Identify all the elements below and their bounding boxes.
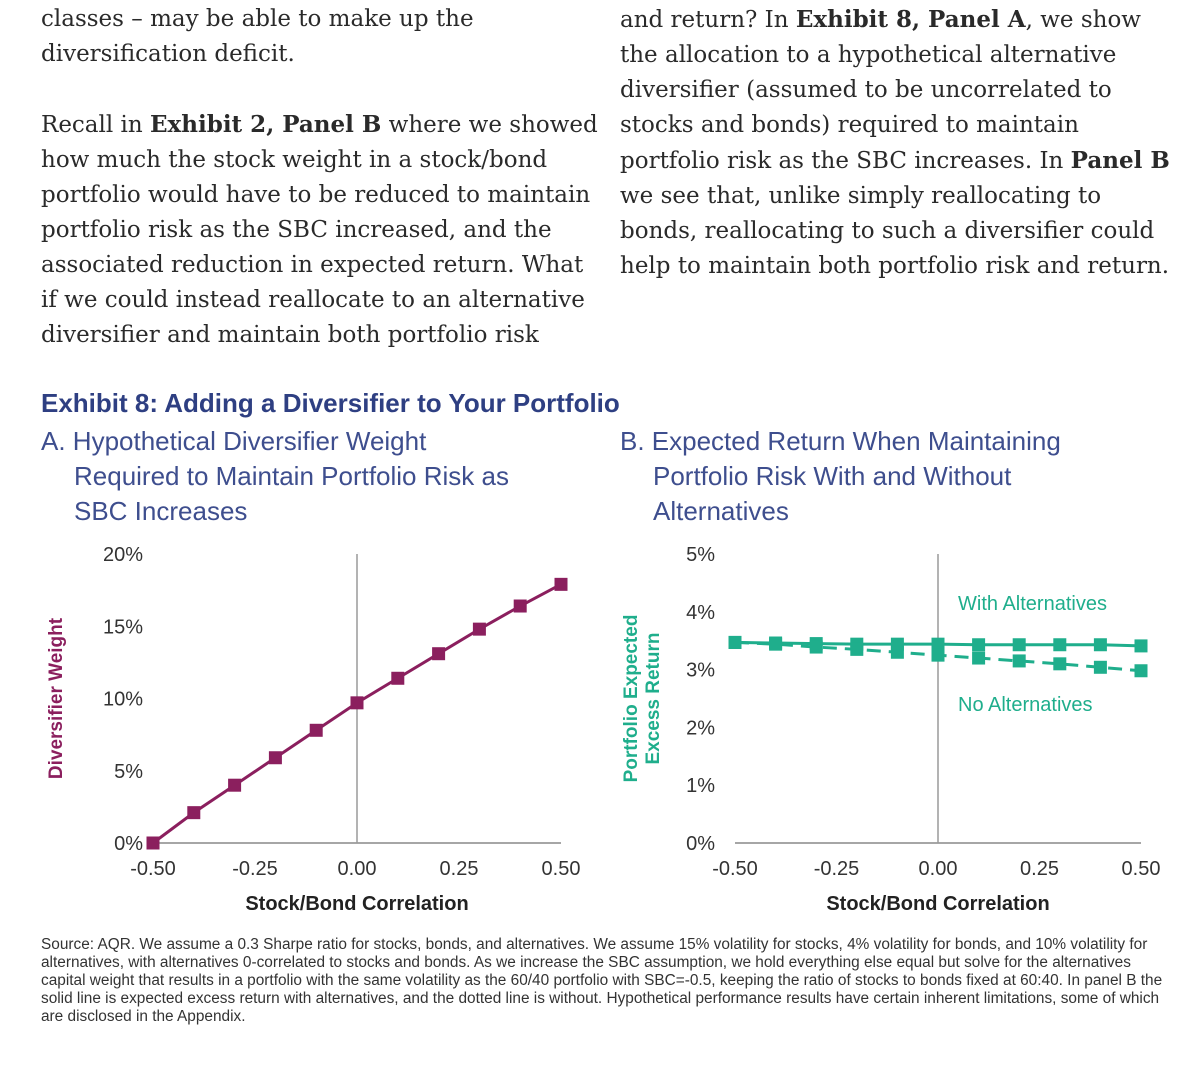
y-axis-title-line: Portfolio Expected [621, 615, 642, 783]
y-tick-label: 2% [686, 717, 715, 739]
data-point-marker [972, 638, 986, 652]
y-tick-label: 5% [686, 544, 715, 566]
y-tick-label: 1% [686, 775, 715, 797]
y-tick-label: 0% [114, 833, 143, 855]
data-point-marker [931, 637, 945, 651]
exhibit-8-panel-a-reference: Exhibit 8, Panel A [795, 6, 1026, 33]
data-point-marker [268, 751, 282, 765]
series-label-with-alternatives: With Alternatives [958, 593, 1107, 615]
data-point-marker [554, 577, 568, 591]
data-point-marker [472, 622, 486, 636]
y-tick-label: 4% [686, 602, 715, 624]
series-label-no-alternatives: No Alternatives [958, 694, 1093, 716]
y-tick-label: 3% [686, 660, 715, 682]
x-axis-title: Stock/Bond Correlation [826, 893, 1049, 915]
diversifier-weight-chart: 0% 5% 10% 15% 20% -0.50 -0.25 0.00 0.25 0.50 Stock… [46, 544, 581, 915]
data-point-marker [1134, 639, 1148, 653]
y-tick-label: 20% [103, 544, 143, 566]
x-axis-title: Stock/Bond Correlation [245, 893, 468, 915]
x-tick-label: -0.50 [712, 858, 758, 880]
right-paragraph-mid: , we show the allocation to a hypothetic… [620, 7, 1141, 174]
data-point-marker [1053, 657, 1067, 671]
body-text-left-column: classes – may be able to make up the div… [41, 2, 601, 388]
data-point-marker [850, 642, 864, 656]
data-point-marker [228, 778, 242, 792]
data-point-marker [728, 635, 742, 649]
left-paragraph-2-pre: Recall in [41, 112, 151, 138]
x-tick-label: 0.50 [1122, 858, 1161, 880]
right-paragraph: and return? In Exhibit 8, Panel A, we sh… [620, 2, 1180, 284]
left-paragraph-2: Recall in Exhibit 2, Panel B where we sh… [41, 107, 601, 353]
data-point-marker [350, 696, 364, 710]
left-paragraph-1: classes – may be able to make up the div… [41, 6, 474, 67]
data-point-marker [931, 648, 945, 662]
data-point-marker [513, 599, 527, 613]
data-point-marker [432, 647, 446, 661]
source-footnote: Source: AQR. We assume a 0.3 Sharpe rati… [41, 936, 1163, 1025]
x-tick-label: 0.00 [919, 858, 958, 880]
y-axis-title-line: Diversifier Weight [46, 617, 67, 779]
panel-b-title-line3: Alternatives [653, 496, 789, 526]
panel-b-title: B. Expected Return When Maintaining Port… [620, 424, 1160, 529]
x-tick-label: 0.50 [542, 858, 581, 880]
data-point-marker [391, 671, 405, 685]
expected-return-chart: 0% 1% 2% 3% 4% 5% -0.50 -0.25 0.00 0.25 0.50 Stock/… [621, 544, 1161, 915]
exhibit-2-reference: Exhibit 2, Panel B [150, 111, 382, 138]
y-tick-label: 10% [103, 689, 143, 711]
right-paragraph-pre: and return? In [620, 7, 796, 33]
data-point-marker [1012, 654, 1026, 668]
x-tick-label: 0.25 [440, 858, 479, 880]
y-axis-title-line: Excess Return [643, 632, 664, 764]
data-point-marker [1093, 660, 1107, 674]
data-point-marker [1134, 664, 1148, 678]
data-point-marker [972, 651, 986, 665]
x-tick-label: -0.25 [232, 858, 278, 880]
y-tick-label: 15% [103, 616, 143, 638]
body-text-right-column: and return? In Exhibit 8, Panel A, we sh… [620, 2, 1180, 319]
data-point-marker [1093, 638, 1107, 652]
panel-a-title-line3: SBC Increases [74, 496, 248, 526]
panel-b-reference: Panel B [1070, 147, 1170, 174]
data-point-marker [187, 806, 201, 820]
exhibit-title: Exhibit 8: Adding a Diversifier to Your … [41, 388, 620, 418]
data-point-marker [890, 645, 904, 659]
data-point-marker [769, 637, 783, 651]
data-point-marker [146, 836, 160, 850]
panel-b-title-line1: B. Expected Return When Maintaining [620, 426, 1061, 456]
data-point-marker [309, 723, 323, 737]
x-tick-label: -0.50 [130, 858, 176, 880]
data-point-marker [1053, 638, 1067, 652]
panel-b-title-line2: Portfolio Risk With and Without [653, 461, 1012, 491]
panel-a-title-line1: A. Hypothetical Diversifier Weight [41, 426, 427, 456]
data-point-marker [1012, 638, 1026, 652]
left-paragraph-2-post: where we showed how much the stock weigh… [41, 112, 598, 348]
data-point-marker [809, 640, 823, 654]
x-tick-label: 0.25 [1020, 858, 1059, 880]
x-tick-label: 0.00 [338, 858, 377, 880]
panel-a-title-line2: Required to Maintain Portfolio Risk as [74, 461, 509, 491]
y-tick-label: 0% [686, 833, 715, 855]
right-paragraph-post: we see that, unlike simply reallocating … [620, 183, 1170, 279]
x-tick-label: -0.25 [814, 858, 860, 880]
panel-a-title: A. Hypothetical Diversifier Weight Requi… [41, 424, 581, 529]
y-tick-label: 5% [114, 761, 143, 783]
